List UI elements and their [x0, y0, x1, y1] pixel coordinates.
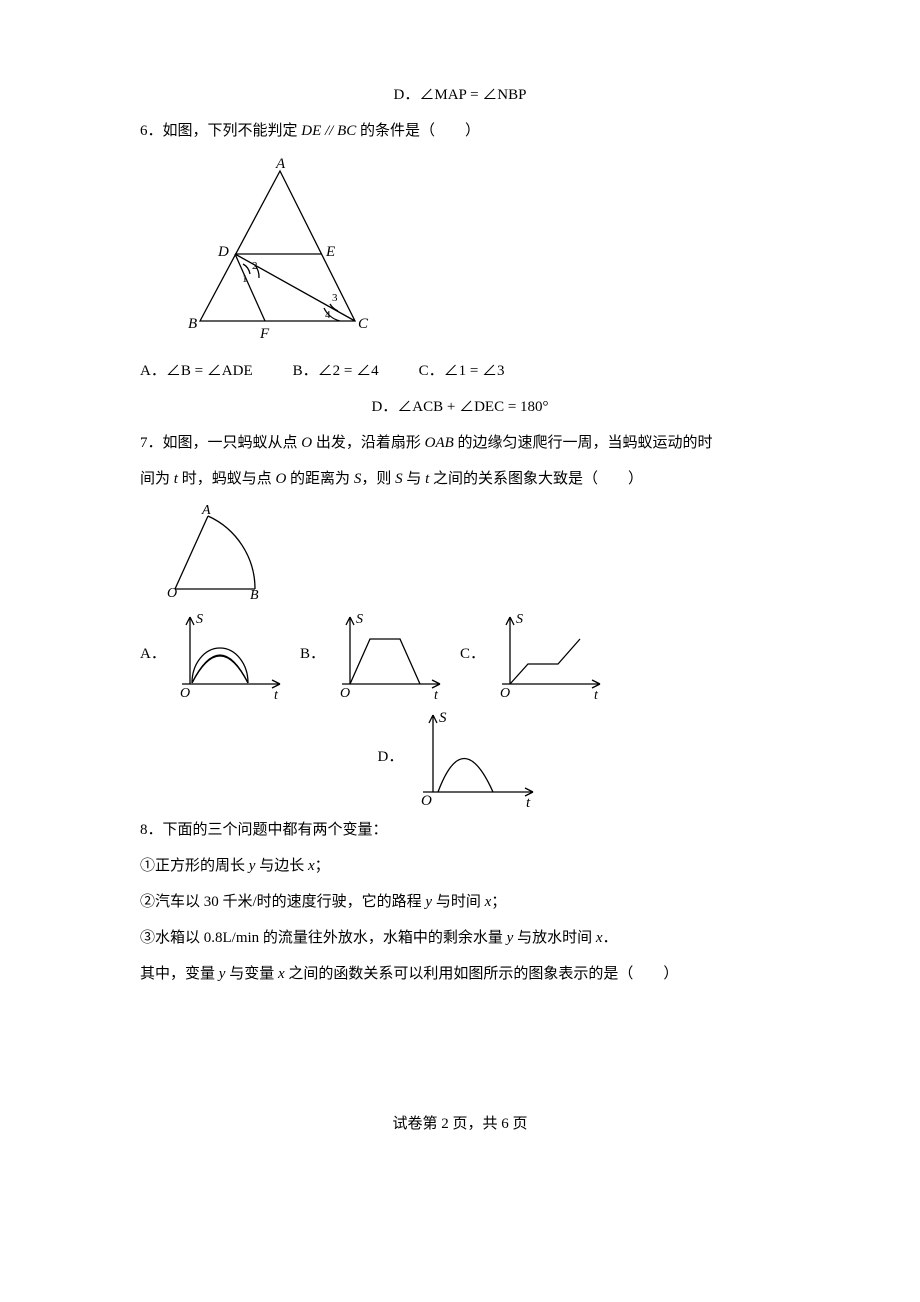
- q6-optB: B．∠2 = ∠4: [293, 356, 379, 386]
- t: 的边缘匀速爬行一周，当蚂蚁运动的时: [454, 435, 713, 451]
- t: 与放水时间: [513, 930, 596, 946]
- t: ③水箱以 0.8L/min 的流量往外放水，水箱中的剩余水量: [140, 930, 507, 946]
- q8-l5: 其中，变量 y 与变量 x 之间的函数关系可以利用如图所示的图象表示的是（ ）: [140, 959, 780, 989]
- t: 7．如图，一只蚂蚁从点: [140, 435, 301, 451]
- t: 与变量: [225, 966, 278, 982]
- axis-S: S: [356, 612, 363, 627]
- q5-option-d: D．∠MAP = ∠NBP: [140, 80, 780, 110]
- axis-t: t: [274, 688, 279, 699]
- q6-optC: C．∠1 = ∠3: [419, 356, 505, 386]
- t: 时，蚂蚁与点: [178, 471, 276, 487]
- q6-options-row2: D．∠ACB + ∠DEC = 180°: [140, 392, 780, 422]
- t: ．: [603, 930, 618, 946]
- t: 与时间: [432, 894, 485, 910]
- t: ②汽车以 30 千米/时的速度行驶，它的路程: [140, 894, 425, 910]
- q8-l2: ①正方形的周长 y 与边长 x；: [140, 851, 780, 881]
- q6-label-4: 4: [325, 309, 331, 321]
- axis-O: O: [340, 686, 350, 699]
- t: 之间的关系图象大致是（ ）: [429, 471, 643, 487]
- q6-triangle-svg: A B C D E F 1 2 3 4: [180, 156, 380, 346]
- q7-lblB: B．: [300, 639, 320, 669]
- axis-t: t: [526, 795, 531, 807]
- q6-stem-mid: DE // BC: [301, 123, 356, 139]
- q7-graphC: S O t: [490, 609, 610, 699]
- q7-graphD: S O t: [408, 707, 543, 807]
- axis-S: S: [439, 710, 447, 726]
- q7-lblC: C．: [460, 639, 480, 669]
- q7-row2: D． S O t: [140, 707, 780, 807]
- axis-O: O: [180, 686, 190, 699]
- q8-l3: ②汽车以 30 千米/时的速度行驶，它的路程 y 与时间 x；: [140, 887, 780, 917]
- q6-label-1: 1: [242, 273, 248, 285]
- q7-lblD: D．: [378, 742, 398, 772]
- page-footer: 试卷第 2 页，共 6 页: [140, 1109, 780, 1139]
- t: 其中，变量: [140, 966, 219, 982]
- axis-O: O: [421, 793, 432, 807]
- q7-sector-figure: O A B: [140, 504, 780, 599]
- q7-row1: A． S O t B． S O: [140, 609, 780, 699]
- t: ，则: [361, 471, 395, 487]
- axis-S: S: [196, 612, 203, 627]
- q6-figure: A B C D E F 1 2 3 4: [140, 156, 780, 346]
- t: x: [308, 858, 315, 874]
- t: x: [278, 966, 285, 982]
- t: 与: [403, 471, 426, 487]
- q5-option-d-text: D．∠MAP = ∠NBP: [394, 87, 527, 103]
- q6-label-C: C: [358, 316, 369, 332]
- q6-label-F: F: [259, 326, 270, 342]
- q6-label-D: D: [217, 244, 229, 260]
- q7-label-A: A: [201, 504, 211, 518]
- q7-stem-1: 7．如图，一只蚂蚁从点 O 出发，沿着扇形 OAB 的边缘匀速爬行一周，当蚂蚁运…: [140, 428, 780, 458]
- q6-label-A: A: [275, 156, 286, 172]
- q8-l4: ③水箱以 0.8L/min 的流量往外放水，水箱中的剩余水量 y 与放水时间 x…: [140, 923, 780, 953]
- t: x: [596, 930, 603, 946]
- q6-optA: A．∠B = ∠ADE: [140, 356, 253, 386]
- q7-graphB: S O t: [330, 609, 450, 699]
- q7-label-O: O: [167, 586, 177, 599]
- axis-t: t: [594, 688, 599, 699]
- q8-l1: 8．下面的三个问题中都有两个变量：: [140, 815, 780, 845]
- t: 的距离为: [286, 471, 354, 487]
- t: ；: [491, 894, 506, 910]
- q7-sector-svg: O A B: [160, 504, 280, 599]
- t: ；: [315, 858, 330, 874]
- axis-S: S: [516, 612, 523, 627]
- t: O: [301, 435, 312, 451]
- t: O: [275, 471, 286, 487]
- q6-label-E: E: [325, 244, 335, 260]
- q6-label-2: 2: [252, 260, 258, 272]
- q6-label-B: B: [188, 316, 197, 332]
- q6-options-row1: A．∠B = ∠ADE B．∠2 = ∠4 C．∠1 = ∠3: [140, 356, 780, 386]
- t: 间为: [140, 471, 174, 487]
- t: S: [395, 471, 403, 487]
- t: 与边长: [255, 858, 308, 874]
- q6-optD: D．∠ACB + ∠DEC = 180°: [371, 399, 548, 415]
- q7-label-B: B: [250, 588, 259, 599]
- axis-t: t: [434, 688, 439, 699]
- t: ①正方形的周长: [140, 858, 249, 874]
- t: OAB: [425, 435, 454, 451]
- q6-stem-prefix: 6．如图，下列不能判定: [140, 123, 301, 139]
- q6-label-3: 3: [332, 292, 338, 304]
- q6-stem-suffix: 的条件是（ ）: [356, 123, 480, 139]
- q7-stem-2: 间为 t 时，蚂蚁与点 O 的距离为 S，则 S 与 t 之间的关系图象大致是（…: [140, 464, 780, 494]
- t: 出发，沿着扇形: [312, 435, 425, 451]
- q7-graphA: S O t: [170, 609, 290, 699]
- t: 之间的函数关系可以利用如图所示的图象表示的是（ ）: [285, 966, 679, 982]
- q7-lblA: A．: [140, 639, 160, 669]
- q6-stem: 6．如图，下列不能判定 DE // BC 的条件是（ ）: [140, 116, 780, 146]
- axis-O: O: [500, 686, 510, 699]
